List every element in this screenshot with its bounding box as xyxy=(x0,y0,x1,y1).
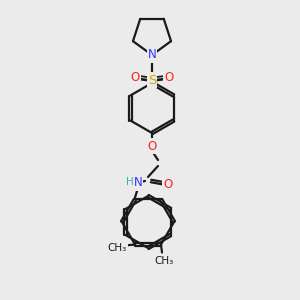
Text: O: O xyxy=(130,71,140,84)
Text: O: O xyxy=(147,140,157,152)
Text: H: H xyxy=(126,177,134,187)
Text: N: N xyxy=(134,176,142,190)
Text: O: O xyxy=(164,178,172,190)
Text: CH₃: CH₃ xyxy=(107,242,127,253)
Text: O: O xyxy=(164,71,174,84)
Text: N: N xyxy=(148,49,156,62)
Text: S: S xyxy=(148,74,156,86)
Text: CH₃: CH₃ xyxy=(154,256,174,266)
